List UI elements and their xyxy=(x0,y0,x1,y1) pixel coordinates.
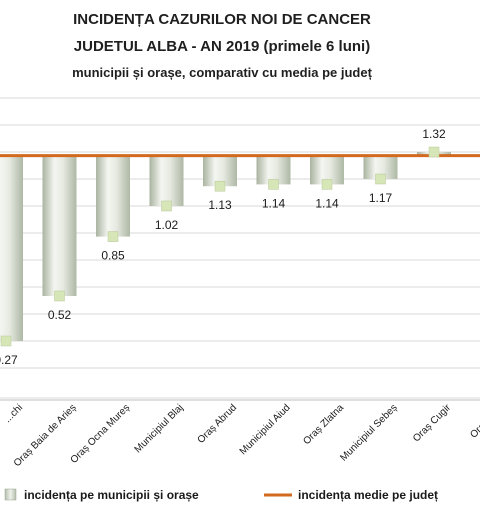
data-label: 1.02 xyxy=(155,218,179,232)
bar xyxy=(42,155,77,296)
data-point-marker xyxy=(428,146,440,158)
data-point-marker xyxy=(54,290,65,302)
category-label: Municipiul Aiud xyxy=(238,402,293,457)
category-label: Municipiul Sebeș xyxy=(338,402,399,463)
chart-title-line-1: INCIDENȚA CAZURILOR NOI DE CANCER xyxy=(73,11,371,28)
data-point-marker xyxy=(268,179,279,190)
data-point-marker xyxy=(0,335,12,347)
data-labels-group: 0.27 0.52 0.85 1.02 1.13 1.14 1.14 1.17 1.32 xyxy=(0,127,446,367)
data-point-marker xyxy=(161,200,172,212)
chart-title-line-2: JUDETUL ALBA - AN 2019 (primele 6 luni) xyxy=(74,38,370,55)
data-label: 1.14 xyxy=(315,196,339,210)
category-label: Oraș Te... xyxy=(468,402,480,440)
bars-group xyxy=(0,152,451,341)
bar xyxy=(96,155,130,237)
bar xyxy=(363,155,398,179)
legend-label-line: incidența medie pe județ xyxy=(298,488,438,502)
data-point-marker xyxy=(214,180,226,192)
data-label: 1.17 xyxy=(369,191,393,205)
data-label: 1.32 xyxy=(422,127,446,141)
category-label: Municipiul Blaj xyxy=(133,402,186,455)
data-label: 1.13 xyxy=(208,198,232,212)
data-label: 0.27 xyxy=(0,353,18,367)
category-label: Oraș Ocna Mureș xyxy=(69,402,133,466)
legend: incidența pe municipii și orașe incidenț… xyxy=(4,488,438,502)
category-label: ...chi xyxy=(2,402,25,425)
data-label: 0.52 xyxy=(48,308,72,322)
category-label: Oraș Cugir xyxy=(411,402,453,444)
data-point-marker xyxy=(321,179,333,190)
data-label: 1.14 xyxy=(262,196,286,210)
legend-label-bars: incidența pe municipii și orașe xyxy=(24,488,199,502)
legend-swatch-bars xyxy=(4,488,17,501)
chart-title-line-3: municipii și orașe, comparativ cu media … xyxy=(72,65,372,80)
category-label: Oraș Abrud xyxy=(196,402,240,446)
data-point-marker xyxy=(107,231,119,242)
data-label: 0.85 xyxy=(101,249,125,263)
category-label: Oraș Zlatna xyxy=(301,402,346,447)
gridlines xyxy=(0,97,480,401)
markers-group xyxy=(0,146,440,347)
data-point-marker xyxy=(375,173,386,185)
bar xyxy=(149,155,184,206)
bar xyxy=(0,155,23,341)
